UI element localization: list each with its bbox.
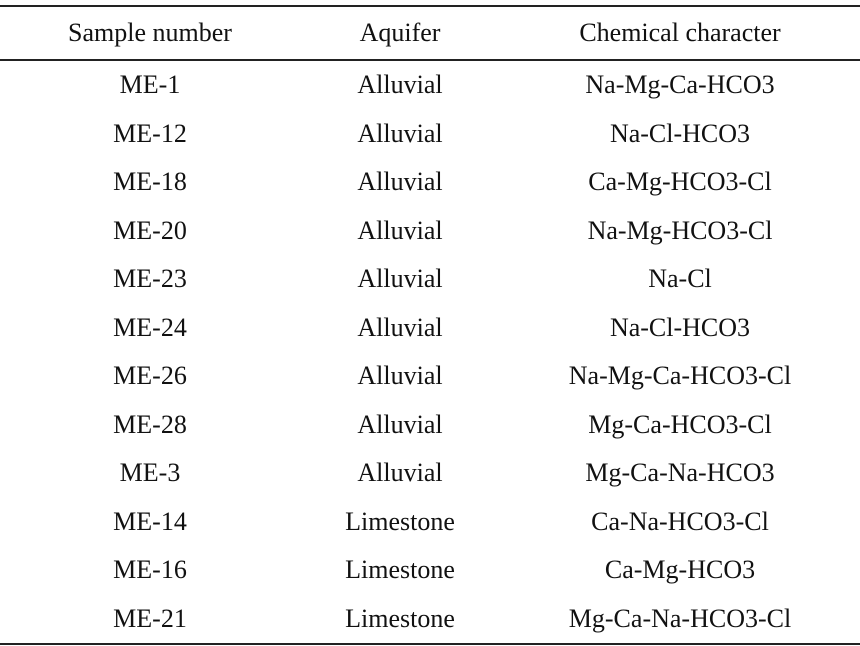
header-cell: Sample number bbox=[0, 5, 300, 61]
table-cell: Alluvial bbox=[357, 118, 443, 148]
table-cell: Alluvial bbox=[357, 409, 443, 439]
header-row: Sample number Aquifer Chemical character bbox=[0, 5, 860, 61]
table-row: ME-12 Alluvial Na-Cl-HCO3 bbox=[0, 110, 860, 159]
table-row: ME-28 Alluvial Mg-Ca-HCO3-Cl bbox=[0, 401, 860, 450]
table-cell: Na-Cl-HCO3 bbox=[609, 118, 751, 148]
table-row: ME-26 Alluvial Na-Mg-Ca-HCO3-Cl bbox=[0, 352, 860, 401]
table-row: ME-3 Alluvial Mg-Ca-Na-HCO3 bbox=[0, 449, 860, 498]
page: Sample number Aquifer Chemical character M… bbox=[0, 5, 860, 646]
table-cell: Ca-Mg-HCO3-Cl bbox=[588, 167, 772, 197]
table-row: ME-14 Limestone Ca-Na-HCO3-Cl bbox=[0, 498, 860, 547]
table-cell: ME-18 bbox=[113, 167, 187, 197]
table-cell: Mg-Ca-HCO3-Cl bbox=[588, 409, 772, 439]
table-cell: Limestone bbox=[345, 555, 455, 585]
table-row: ME-23 Alluvial Na-Cl bbox=[0, 255, 860, 304]
table-cell: Na-Mg-Ca-HCO3-Cl bbox=[568, 361, 792, 391]
table-cell: Alluvial bbox=[357, 458, 443, 488]
table-cell: Alluvial bbox=[357, 264, 443, 294]
table-cell: Alluvial bbox=[357, 167, 443, 197]
table-cell: Ca-Mg-HCO3 bbox=[604, 555, 756, 585]
table-cell: ME-21 bbox=[0, 594, 300, 645]
table-cell: Na-Mg-HCO3-Cl bbox=[587, 215, 773, 245]
table-cell: Mg-Ca-Na-HCO3 bbox=[585, 458, 775, 488]
data-table: Sample number Aquifer Chemical character M… bbox=[0, 5, 860, 645]
table-row: ME-16 Limestone Ca-Mg-HCO3 bbox=[0, 546, 860, 595]
table-cell: Limestone bbox=[300, 594, 500, 645]
header-cell: Aquifer bbox=[300, 5, 500, 61]
table-cell: ME-24 bbox=[113, 312, 187, 342]
table-cell: Alluvial bbox=[357, 70, 443, 100]
table-cell: Na-Cl bbox=[648, 264, 712, 294]
table-cell: ME-28 bbox=[113, 409, 187, 439]
table-cell: Alluvial bbox=[357, 312, 443, 342]
table-body: ME-1 Alluvial Na-Mg-Ca-HCO3 ME-12 Alluvial Na… bbox=[0, 60, 860, 645]
table-cell: ME-26 bbox=[113, 361, 187, 391]
table-cell: Alluvial bbox=[357, 215, 443, 245]
table-cell: ME-20 bbox=[113, 215, 187, 245]
table-row: ME-1 Alluvial Na-Mg-Ca-HCO3 bbox=[0, 60, 860, 110]
table-row: ME-24 Alluvial Na-Cl-HCO3 bbox=[0, 304, 860, 353]
table-cell: ME-1 bbox=[119, 70, 181, 100]
table-row: ME-21 Limestone Mg-Ca-Na-HCO3-Cl bbox=[0, 594, 860, 645]
table-cell: ME-23 bbox=[113, 264, 187, 294]
table-cell: ME-14 bbox=[113, 506, 187, 536]
table-cell: Na-Mg-Ca-HCO3 bbox=[585, 70, 775, 100]
table-cell: ME-16 bbox=[113, 555, 187, 585]
table-cell: Limestone bbox=[345, 506, 455, 536]
table-cell: ME-12 bbox=[113, 118, 187, 148]
table-row: ME-18 Alluvial Ca-Mg-HCO3-Cl bbox=[0, 158, 860, 207]
header-cell: Chemical character bbox=[500, 5, 860, 61]
table-cell: Na-Cl-HCO3 bbox=[609, 312, 751, 342]
table-cell: Ca-Na-HCO3-Cl bbox=[591, 506, 769, 536]
table-cell: Mg-Ca-Na-HCO3-Cl bbox=[500, 594, 860, 645]
table-row: ME-20 Alluvial Na-Mg-HCO3-Cl bbox=[0, 207, 860, 256]
table-cell: Alluvial bbox=[357, 361, 443, 391]
table-cell: ME-3 bbox=[119, 458, 181, 488]
